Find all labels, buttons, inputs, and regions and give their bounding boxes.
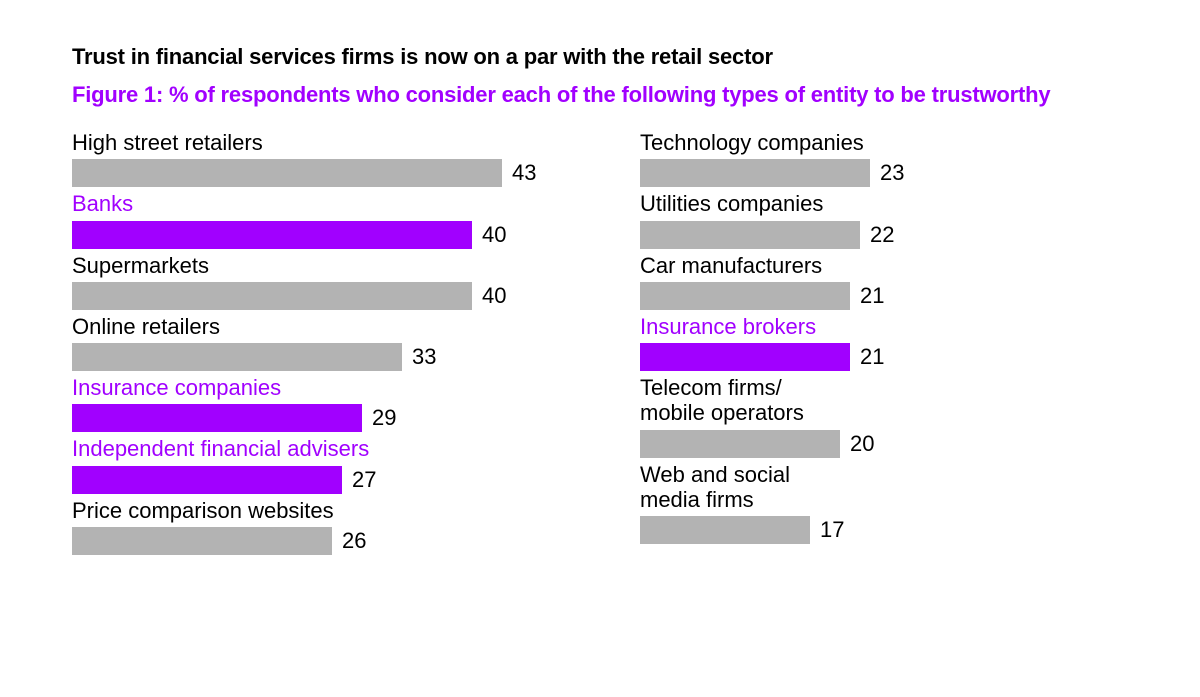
chart-item: Online retailers 33 [72, 314, 568, 371]
bar-label: Insurance companies [72, 375, 568, 400]
chart-item: Utilities companies 22 [640, 191, 1136, 248]
bar [72, 282, 472, 310]
chart-item: Web and socialmedia firms 17 [640, 462, 1136, 545]
chart-item: Insurance companies 29 [72, 375, 568, 432]
chart-item: Telecom firms/mobile operators 20 [640, 375, 1136, 458]
chart-subtitle: Figure 1: % of respondents who consider … [72, 82, 1136, 108]
bar-track [640, 159, 870, 187]
bar-value: 43 [512, 160, 536, 186]
bar-track [72, 343, 402, 371]
chart-item: Independent financial advisers 27 [72, 436, 568, 493]
bar-value: 17 [820, 517, 844, 543]
bar-track [72, 527, 332, 555]
bar-label: Online retailers [72, 314, 568, 339]
bar [72, 159, 502, 187]
bar-row: 43 [72, 159, 568, 187]
bar-row: 29 [72, 404, 568, 432]
bar-value: 40 [482, 283, 506, 309]
bar-row: 21 [640, 343, 1136, 371]
chart-item: High street retailers 43 [72, 130, 568, 187]
bar-track [640, 516, 810, 544]
bar-track [640, 221, 860, 249]
bar-row: 27 [72, 466, 568, 494]
bar [72, 466, 342, 494]
chart-title: Trust in financial services firms is now… [72, 44, 1136, 70]
bar [640, 282, 850, 310]
bar-row: 21 [640, 282, 1136, 310]
bar [640, 343, 850, 371]
bar [72, 527, 332, 555]
bar-row: 23 [640, 159, 1136, 187]
bar-row: 17 [640, 516, 1136, 544]
chart-column: Technology companies 23 Utilities companie… [640, 130, 1136, 559]
bar-track [72, 282, 472, 310]
bar [72, 221, 472, 249]
bar-label: Technology companies [640, 130, 1136, 155]
bar-row: 40 [72, 221, 568, 249]
bar [640, 430, 840, 458]
chart-page: Trust in financial services firms is now… [0, 0, 1200, 697]
bar-track [72, 466, 342, 494]
bar-track [72, 159, 502, 187]
bar-label: High street retailers [72, 130, 568, 155]
chart-column: High street retailers43Banks40Supermarke… [72, 130, 568, 559]
bar-track [640, 343, 850, 371]
bar-row: 40 [72, 282, 568, 310]
bar-label: Web and socialmedia firms [640, 462, 1136, 513]
chart-item: Price comparison websites 26 [72, 498, 568, 555]
bar-value: 22 [870, 222, 894, 248]
chart-item: Insurance brokers 21 [640, 314, 1136, 371]
bar-row: 26 [72, 527, 568, 555]
bar-track [72, 404, 362, 432]
bar-value: 33 [412, 344, 436, 370]
bar-label: Telecom firms/mobile operators [640, 375, 1136, 426]
bar-label: Price comparison websites [72, 498, 568, 523]
bar [640, 516, 810, 544]
bar-label: Car manufacturers [640, 253, 1136, 278]
bar-row: 22 [640, 221, 1136, 249]
bar-value: 29 [372, 405, 396, 431]
chart-item: Supermarkets 40 [72, 253, 568, 310]
bar-row: 20 [640, 430, 1136, 458]
bar-value: 23 [880, 160, 904, 186]
bar-label: Independent financial advisers [72, 436, 568, 461]
bar-row: 33 [72, 343, 568, 371]
bar-label: Insurance brokers [640, 314, 1136, 339]
bar-label: Banks [72, 191, 568, 216]
bar-track [640, 282, 850, 310]
bar-value: 21 [860, 344, 884, 370]
bar-track [72, 221, 472, 249]
bar-value: 20 [850, 431, 874, 457]
bar-track [640, 430, 840, 458]
bar [72, 404, 362, 432]
chart-item: Car manufacturers 21 [640, 253, 1136, 310]
bar-value: 27 [352, 467, 376, 493]
chart-columns: High street retailers43Banks40Supermarke… [72, 130, 1136, 559]
bar-value: 21 [860, 283, 884, 309]
chart-item: Technology companies 23 [640, 130, 1136, 187]
bar [72, 343, 402, 371]
bar [640, 221, 860, 249]
chart-item: Banks 40 [72, 191, 568, 248]
bar-label: Utilities companies [640, 191, 1136, 216]
bar-label: Supermarkets [72, 253, 568, 278]
bar [640, 159, 870, 187]
bar-value: 40 [482, 222, 506, 248]
bar-value: 26 [342, 528, 366, 554]
